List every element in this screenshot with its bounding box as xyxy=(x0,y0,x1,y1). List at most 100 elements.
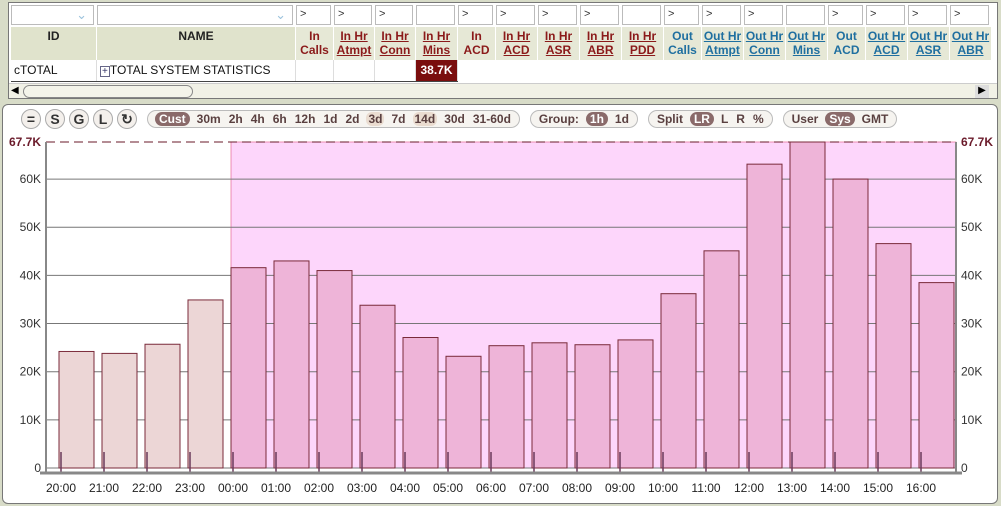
max-label-left: 67.7K xyxy=(9,135,41,149)
round-button-0[interactable]: = xyxy=(21,109,41,129)
ranges-option[interactable]: 31-60d xyxy=(472,112,511,126)
stats-grid: ⌄ ⌄ > > > > > > > > > > > > > > ID NAME In Calls In Hr Atmpt… xyxy=(8,2,998,99)
bar-13:00 xyxy=(789,141,826,469)
filter-input-0[interactable]: ⌄ xyxy=(11,5,94,25)
filter-input-2[interactable]: > xyxy=(296,5,331,25)
tz-option: User xyxy=(791,112,819,126)
bar-09:00 xyxy=(617,339,654,469)
split-option[interactable]: R xyxy=(736,112,745,126)
ranges-option[interactable]: 2h xyxy=(228,112,243,126)
filter-input-1[interactable]: ⌄ xyxy=(97,5,293,25)
bar-05:00 xyxy=(445,355,482,469)
filter-input-17[interactable]: > xyxy=(908,5,947,25)
ranges-option[interactable]: 1d xyxy=(323,112,338,126)
filter-input-10[interactable] xyxy=(622,5,661,25)
bar-04:00 xyxy=(402,337,439,469)
row-id: cTOTAL xyxy=(11,60,97,81)
x-tick-label: 14:00 xyxy=(820,481,850,495)
x-tick-label: 11:00 xyxy=(691,481,720,495)
filter-input-14[interactable] xyxy=(786,5,825,25)
y-tick-label-left: 10K xyxy=(20,413,41,427)
x-tick-label: 09:00 xyxy=(605,481,635,495)
filter-input-16[interactable]: > xyxy=(866,5,905,25)
filter-input-9[interactable]: > xyxy=(580,5,619,25)
tz-option[interactable]: Sys xyxy=(825,112,855,126)
filter-input-3[interactable]: > xyxy=(334,5,372,25)
tz-option[interactable]: GMT xyxy=(861,112,889,126)
ranges-option[interactable]: 2d xyxy=(345,112,360,126)
scroll-thumb[interactable] xyxy=(23,85,193,98)
filter-input-18[interactable]: > xyxy=(950,5,989,25)
column-header[interactable]: In Hr Mins xyxy=(416,27,458,60)
cell-in-hr-atmpt xyxy=(334,60,375,81)
y-tick-label-right: 0 xyxy=(961,461,968,475)
cell-in-calls xyxy=(296,60,334,81)
column-header[interactable]: Out Hr ASR xyxy=(908,27,950,60)
column-header[interactable]: In Hr ASR xyxy=(538,27,580,60)
y-tick-label-right: 30K xyxy=(961,317,982,331)
ranges-option[interactable]: Cust xyxy=(155,112,190,126)
column-header[interactable]: In Hr Atmpt xyxy=(334,27,375,60)
filter-input-13[interactable]: > xyxy=(744,5,783,25)
scroll-right-icon[interactable]: ▶ xyxy=(975,85,989,98)
column-header[interactable]: In Hr PDD xyxy=(622,27,664,60)
y-tick-label-left: 30K xyxy=(20,317,41,331)
filter-row: ⌄ ⌄ > > > > > > > > > > > > > > xyxy=(11,5,992,27)
round-button-3[interactable]: L xyxy=(93,109,113,129)
column-header[interactable]: Out Hr Mins xyxy=(786,27,828,60)
column-header[interactable]: Out Hr Atmpt xyxy=(702,27,744,60)
split-selector: Split LR L R% xyxy=(647,110,773,128)
chevron-down-icon[interactable]: ⌄ xyxy=(275,7,286,22)
filter-input-5[interactable] xyxy=(416,5,455,25)
bar-16:00 xyxy=(918,282,955,469)
ranges-option[interactable]: 3d xyxy=(366,112,385,126)
horizontal-scrollbar[interactable]: ◀ ▶ xyxy=(9,83,997,98)
filter-input-12[interactable]: > xyxy=(702,5,741,25)
split-option[interactable]: LR xyxy=(689,112,714,126)
x-tick-label: 12:00 xyxy=(734,481,764,495)
cell-in-hr-mins[interactable]: 38.7K xyxy=(416,60,458,81)
x-tick-label: 16:00 xyxy=(906,481,936,495)
column-header[interactable]: In Hr ACD xyxy=(496,27,538,60)
round-button-2[interactable]: G xyxy=(69,109,89,129)
filter-input-8[interactable]: > xyxy=(538,5,577,25)
ranges-option[interactable]: 14d xyxy=(412,112,438,126)
scroll-left-icon[interactable]: ◀ xyxy=(11,85,19,96)
column-header[interactable]: In Hr ABR xyxy=(580,27,622,60)
y-tick-label-right: 10K xyxy=(961,413,982,427)
bar-21:00 xyxy=(101,352,138,469)
group-option[interactable]: 1d xyxy=(614,112,629,126)
column-header[interactable]: Out Hr ABR xyxy=(950,27,992,60)
y-tick-label-left: 50K xyxy=(20,220,41,234)
x-tick-label: 10:00 xyxy=(648,481,678,495)
plus-box-icon[interactable]: + xyxy=(100,66,110,77)
ranges-option[interactable]: 12h xyxy=(294,112,316,126)
chevron-down-icon[interactable]: ⌄ xyxy=(76,7,87,22)
y-tick-label-right: 20K xyxy=(961,365,982,379)
bar-20:00 xyxy=(58,350,95,469)
ranges-option[interactable]: 7d xyxy=(391,112,406,126)
chart-toolbar: = S G L ↻ Cust 30m 2h 4h 6h 12h 1d 2d 3d 7d 14d 30d 31-60… xyxy=(21,108,898,130)
round-button-4[interactable]: ↻ xyxy=(117,109,137,129)
table-row[interactable]: cTOTAL + TOTAL SYSTEM STATISTICS 38.7K xyxy=(11,60,458,82)
filter-input-6[interactable]: > xyxy=(458,5,493,25)
column-header[interactable]: Out Hr ACD xyxy=(866,27,908,60)
filter-input-7[interactable]: > xyxy=(496,5,535,25)
filter-input-4[interactable]: > xyxy=(375,5,413,25)
group-option[interactable]: 1h xyxy=(585,112,608,126)
filter-input-15[interactable]: > xyxy=(828,5,863,25)
column-header[interactable]: Out Hr Conn xyxy=(744,27,786,60)
split-option[interactable]: L xyxy=(720,112,729,126)
max-label-right: 67.7K xyxy=(961,135,993,149)
ranges-option[interactable]: 30m xyxy=(196,112,221,126)
round-button-1[interactable]: S xyxy=(45,109,65,129)
ranges-option[interactable]: 4h xyxy=(250,112,265,126)
bar-chart: 0 0 10K 10K 20K 20K 30K 30K 40K 40K 50K 50K 60K 60K 67… xyxy=(9,135,993,495)
ranges-option[interactable]: 6h xyxy=(272,112,287,126)
column-header[interactable]: In Hr Conn xyxy=(375,27,416,60)
ranges-option[interactable]: 30d xyxy=(444,112,465,126)
filter-input-11[interactable]: > xyxy=(664,5,699,25)
split-option[interactable]: % xyxy=(752,112,764,126)
x-tick-label: 00:00 xyxy=(218,481,248,495)
bar-11:00 xyxy=(703,250,740,469)
